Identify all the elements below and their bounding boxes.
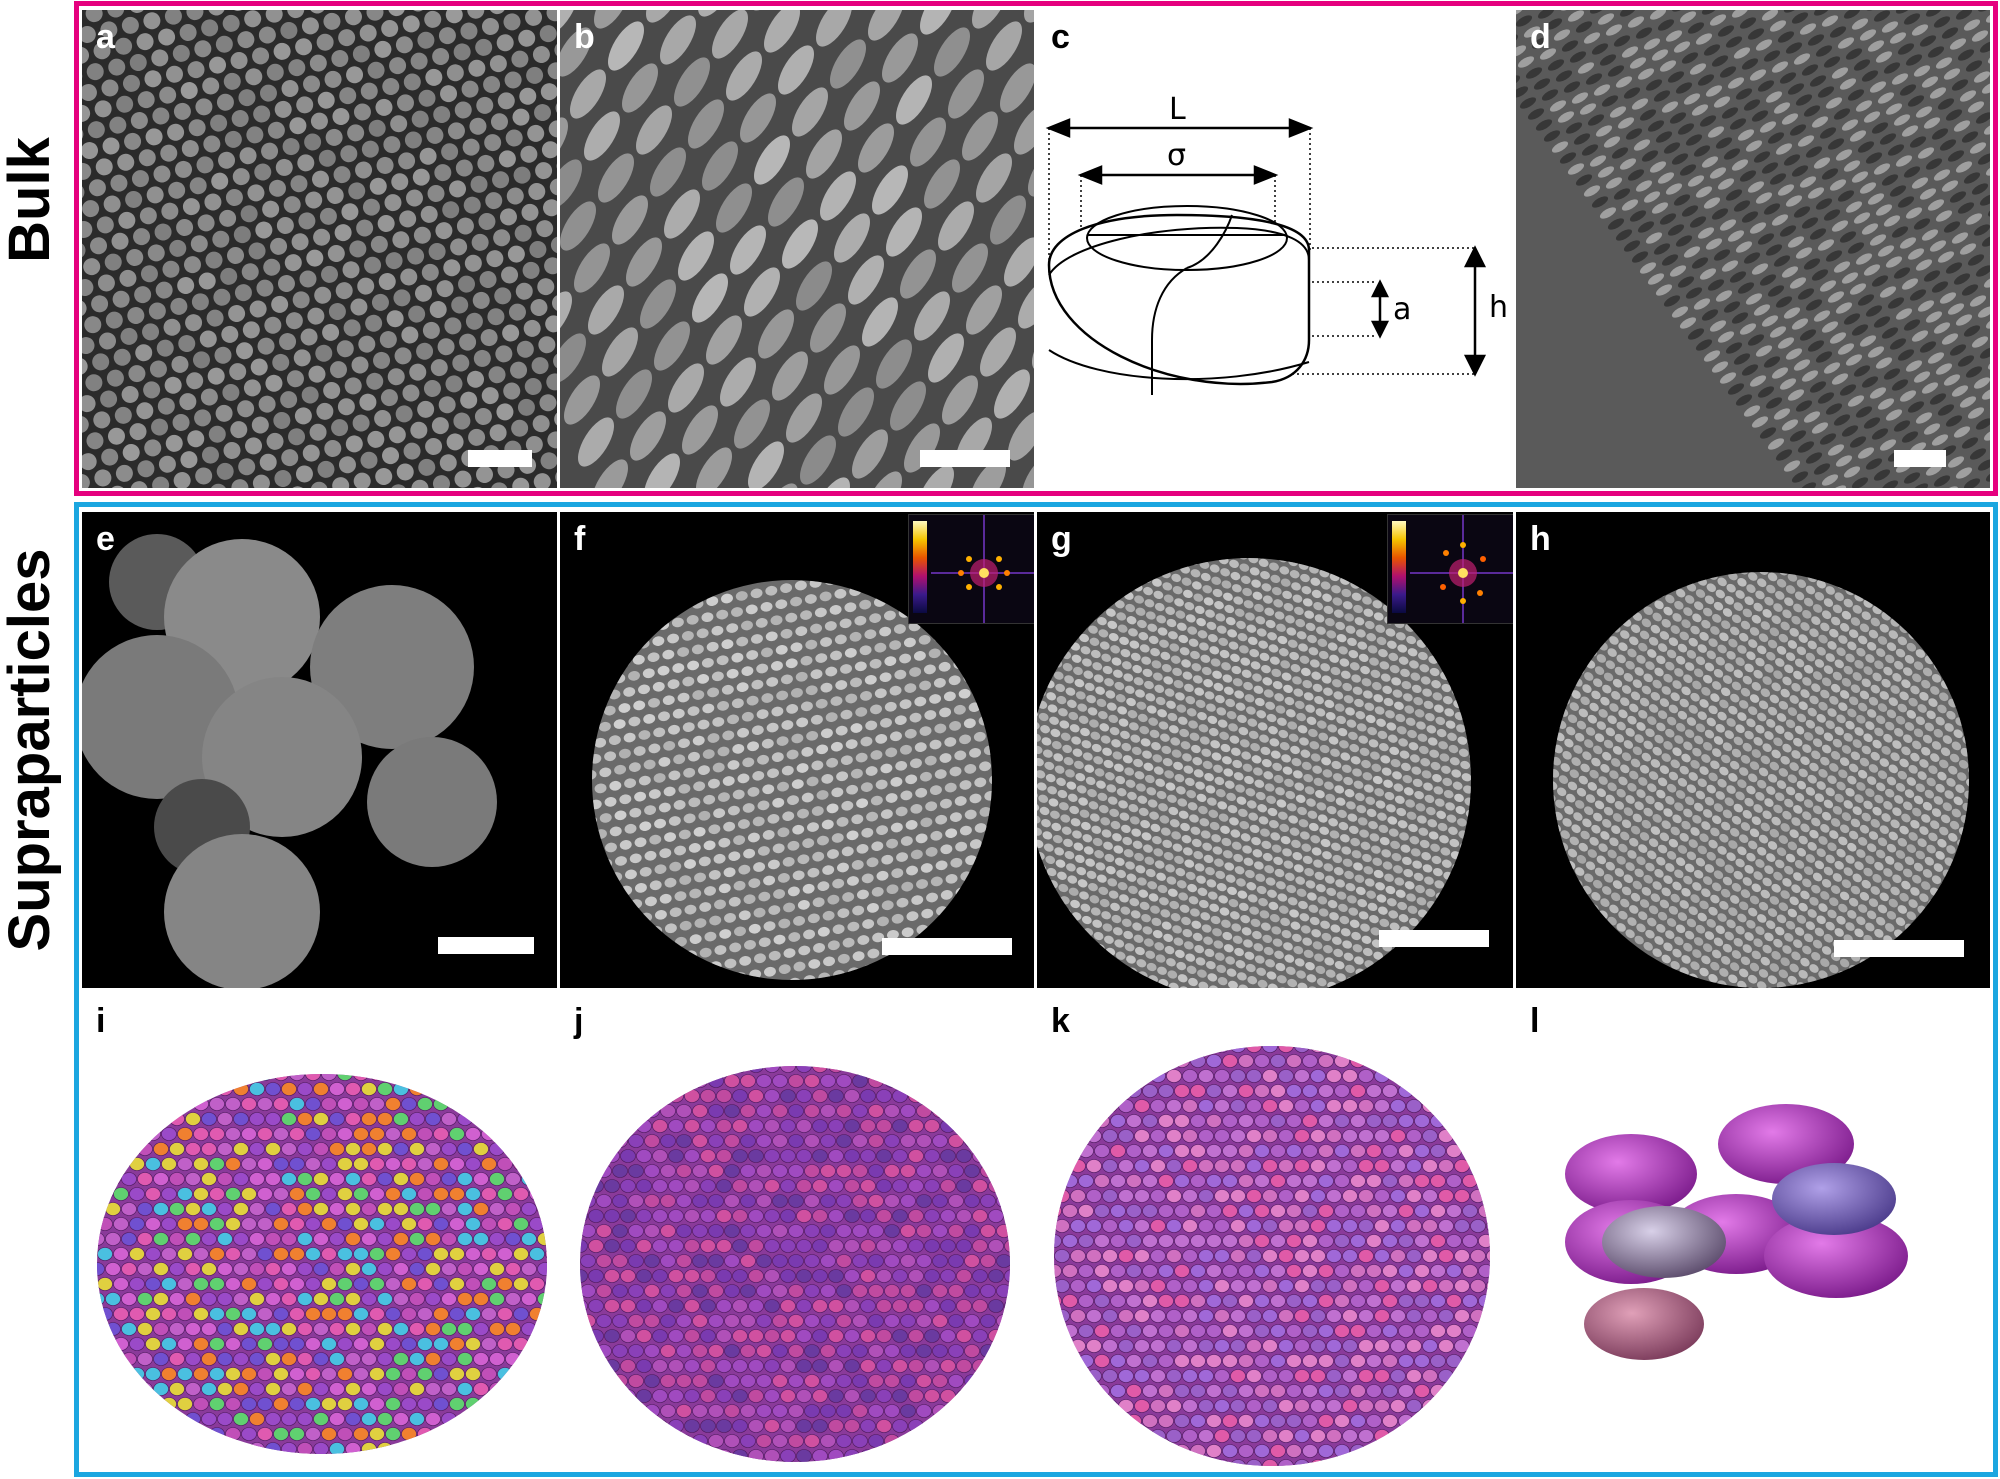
row-label-supraparticles: Supraparticles: [0, 548, 62, 952]
simulated-supraparticle: [580, 1066, 1010, 1462]
fft-inset: [908, 514, 1034, 624]
row-label-bulk: Bulk: [0, 137, 62, 263]
disc-arrangement-render: [1565, 1104, 1908, 1360]
dimension-L: L: [1169, 92, 1186, 127]
supraparticle-image: [1037, 558, 1471, 988]
fft-pattern: [931, 515, 1034, 623]
scale-bar: [1894, 450, 1946, 467]
scale-bar: [1379, 930, 1489, 947]
panel-label-c: c: [1051, 18, 1070, 56]
scale-bar: [1834, 940, 1964, 957]
panel-e-supraparticle-cluster: e: [82, 512, 557, 988]
panel-label-j: j: [574, 1002, 584, 1040]
panel-label-k: k: [1051, 1002, 1070, 1040]
panel-label-i: i: [96, 1002, 106, 1040]
sphere-cluster-image: [82, 534, 497, 988]
panel-label-f: f: [574, 520, 586, 558]
panel-h-supraparticle-stripes: h: [1516, 512, 1990, 988]
striped-lattice-image: [1516, 10, 1990, 488]
panel-label-l: l: [1530, 1002, 1540, 1040]
dimension-h: h: [1489, 290, 1509, 325]
panel-label-b: b: [574, 18, 595, 56]
fft-inset: [1387, 514, 1513, 624]
panel-c-particle-schematic: c L σ a h: [1037, 10, 1513, 488]
dimension-a: a: [1393, 292, 1412, 327]
panel-b-bulk-tilted: b: [560, 10, 1034, 488]
scale-bar: [438, 937, 534, 954]
panel-k-simulation: k: [1037, 994, 1513, 1470]
bulk-frame: [74, 1, 1998, 496]
supraparticle-image: [1553, 572, 1969, 988]
panel-label-g: g: [1051, 520, 1072, 558]
colorbar: [913, 521, 927, 613]
panel-i-simulation: i: [82, 994, 557, 1470]
hexagonal-lattice-image: [82, 10, 557, 488]
scale-bar: [882, 938, 1012, 955]
dimension-sigma: σ: [1167, 138, 1187, 173]
panel-label-h: h: [1530, 520, 1551, 558]
elongated-lattice-image: [560, 10, 1034, 488]
panel-d-bulk-stripes: d: [1516, 10, 1990, 488]
scale-bar: [468, 450, 532, 467]
panel-label-e: e: [96, 520, 115, 558]
panel-j-simulation: j: [560, 994, 1034, 1470]
colorbar: [1392, 521, 1406, 613]
panel-a-bulk-hexagonal: a: [82, 10, 557, 488]
supraparticles-frame: [74, 502, 1998, 1477]
fft-pattern: [1410, 515, 1513, 623]
panel-f-supraparticle-hexagonal: f: [560, 512, 1034, 988]
panel-g-supraparticle-lamellar: g: [1037, 512, 1513, 988]
disc-schematic: [1045, 118, 1487, 395]
scale-bar: [920, 450, 1010, 467]
panel-label-d: d: [1530, 18, 1551, 56]
simulated-supraparticle: [1054, 1046, 1490, 1466]
panel-label-a: a: [96, 18, 115, 56]
simulated-supraparticle: [97, 1074, 547, 1454]
panel-l-particle-arrangement: l: [1516, 994, 1990, 1470]
